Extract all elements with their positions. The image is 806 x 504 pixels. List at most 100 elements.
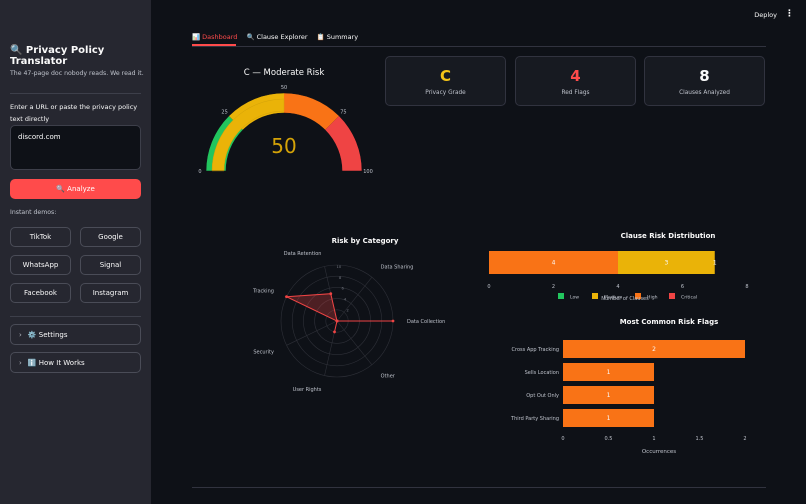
gauge-tick-label: 0: [198, 169, 201, 175]
flags-category-label: Third Party Sharing: [510, 416, 559, 422]
metric-value: 4: [570, 67, 581, 85]
bottom-divider: [192, 487, 766, 488]
radar-axis-label: Data Sharing: [381, 264, 414, 270]
legend-label: High: [647, 295, 658, 301]
flags-x-axis-label: Occurrences: [642, 449, 676, 455]
flags-bar: [563, 409, 654, 427]
radar-tick-label: 10: [337, 265, 342, 269]
gauge-tick-label: 75: [340, 110, 346, 116]
flags-data-label: 1: [607, 415, 611, 422]
gauge-title: C — Moderate Risk: [244, 68, 325, 78]
demo-button-google[interactable]: Google: [80, 227, 141, 247]
radar-tick-label: 8: [339, 276, 342, 280]
metric-label: Privacy Grade: [425, 90, 466, 96]
policy-input[interactable]: discord.com: [10, 125, 141, 170]
gauge-value-bar: [211, 98, 285, 172]
demo-button-tiktok[interactable]: TikTok: [10, 227, 71, 247]
radar-axis-label: Data Collection: [407, 319, 445, 325]
distribution-tick-label: 0: [487, 284, 490, 290]
legend-swatch: [669, 293, 675, 299]
flags-tick-label: 2: [743, 436, 746, 442]
flags-data-label: 1: [607, 369, 611, 376]
distribution-bar: [489, 251, 618, 274]
distribution-tick-label: 8: [745, 284, 748, 290]
radar-tick-label: 6: [342, 287, 345, 291]
menu-icon[interactable]: ⋮: [785, 9, 794, 19]
radar-axis-label: Data Retention: [284, 251, 322, 257]
tab-clause-explorer[interactable]: 🔍 Clause Explorer: [246, 33, 308, 41]
analyze-button[interactable]: 🔍 Analyze: [10, 179, 141, 199]
how-it-works-expander[interactable]: › ℹ️ How It Works: [10, 352, 141, 373]
settings-label: ⚙️ Settings: [27, 330, 68, 339]
gauge-tick-label: 50: [281, 85, 287, 91]
active-tab-indicator: [192, 44, 236, 46]
demo-button-instagram[interactable]: Instagram: [80, 283, 141, 303]
radar-point: [333, 330, 336, 334]
legend-label: Medium: [604, 295, 623, 301]
deploy-button[interactable]: Deploy: [754, 11, 777, 19]
sidebar-title: 🔍 Privacy Policy Translator: [10, 45, 105, 67]
gauge-outline: [205, 92, 363, 172]
radar-axis-label: Other: [381, 374, 396, 380]
chevron-right-icon: ›: [19, 330, 22, 339]
settings-expander[interactable]: › ⚙️ Settings: [10, 324, 141, 345]
sidebar: 🔍 Privacy Policy Translator The 47-page …: [0, 0, 151, 504]
distribution-x-axis-label: Number of Clauses: [601, 296, 649, 302]
input-label: Enter a URL or paste the privacy policy …: [10, 103, 138, 123]
flags-bar: [563, 363, 654, 381]
legend-swatch: [635, 293, 641, 299]
metric-clauses-analyzed: 8 Clauses Analyzed: [644, 56, 765, 106]
risk-gauge-chart: C — Moderate Risk 0 25 50 75 100 50: [198, 68, 372, 175]
radar-point: [285, 295, 288, 299]
radar-tick-label: 2: [347, 309, 349, 313]
radar-axis-label: Tracking: [252, 289, 274, 295]
main-area: Deploy ⋮ 📊 Dashboard 🔍 Clause Explorer 📋…: [151, 0, 806, 504]
distribution-tick-label: 4: [616, 284, 619, 290]
tab-dashboard[interactable]: 📊 Dashboard: [192, 33, 238, 41]
gauge-tick-label: 25: [221, 110, 227, 116]
radar-point: [329, 292, 333, 296]
sidebar-subtitle: The 47-page doc nobody reads. We read it…: [10, 70, 144, 77]
radar-spoke: [286, 320, 338, 346]
demo-button-facebook[interactable]: Facebook: [10, 283, 71, 303]
radar-spoke: [336, 277, 373, 322]
legend-swatch: [592, 293, 598, 299]
tab-divider: [192, 46, 766, 47]
radar-series-area: [284, 293, 393, 333]
metric-red-flags: 4 Red Flags: [515, 56, 636, 106]
flags-tick-label: 1.5: [696, 436, 704, 442]
distribution-tick-label: 6: [681, 284, 684, 290]
tab-summary[interactable]: 📋 Summary: [316, 33, 359, 41]
radar-axis-label: User Rights: [293, 387, 322, 393]
flags-data-label: 2: [652, 346, 656, 353]
clause-distribution-chart: Clause Risk Distribution 4 3 1 0 2 4 6 8 Low Mediu…: [487, 232, 748, 302]
distribution-data-label: 1: [713, 260, 717, 267]
gauge-tick-label: 100: [363, 169, 373, 175]
flags-tick-label: 0.5: [605, 436, 613, 442]
risk-flags-chart: Most Common Risk Flags 2 Cross App Trackin…: [510, 318, 747, 455]
radar-chart: Risk by Category Data Collection Data Shar…: [252, 237, 445, 393]
radar-point: [391, 319, 395, 323]
demos-label: Instant demos:: [10, 209, 57, 216]
legend-label: Low: [570, 295, 579, 301]
legend-swatch: [558, 293, 564, 299]
demo-button-signal[interactable]: Signal: [80, 255, 141, 275]
distribution-title: Clause Risk Distribution: [621, 232, 716, 240]
distribution-data-label: 4: [552, 260, 556, 267]
flags-tick-label: 1: [652, 436, 655, 442]
metric-value: C: [439, 67, 451, 85]
metric-privacy-grade: C Privacy Grade: [385, 56, 506, 106]
sidebar-divider: [10, 316, 141, 317]
flags-title: Most Common Risk Flags: [620, 318, 719, 326]
radar-axis-label: Security: [253, 349, 274, 355]
flags-category-label: Cross App Tracking: [512, 347, 559, 353]
demo-button-whatsapp[interactable]: WhatsApp: [10, 255, 71, 275]
flags-category-label: Opt Out Only: [526, 393, 559, 399]
flags-bar: [563, 340, 745, 358]
gauge-band: [325, 115, 362, 171]
radar-tick-label: 4: [344, 298, 347, 302]
tab-bar: 📊 Dashboard 🔍 Clause Explorer 📋 Summary: [192, 31, 358, 47]
radar-title: Risk by Category: [332, 237, 399, 245]
